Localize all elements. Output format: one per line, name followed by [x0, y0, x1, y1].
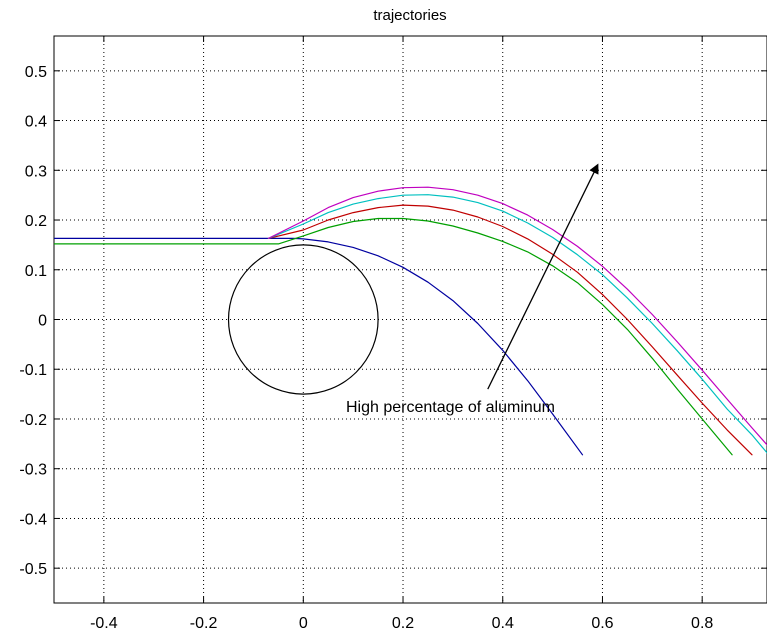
trajectory-line-3 [267, 204, 753, 456]
annotation-arrow [487, 163, 599, 390]
y-tick-label: -0.4 [19, 511, 47, 528]
trajectory-line-1 [54, 237, 584, 456]
y-tick-label: 0.4 [25, 114, 47, 131]
x-tick-labels: -0.4 -0.2 0 0.2 0.4 0.6 0.8 [90, 615, 713, 632]
y-tick-label: -0.2 [19, 412, 47, 429]
y-tick-label: 0.3 [25, 163, 47, 180]
annotation: High percentage of aluminum [346, 163, 599, 416]
y-tick-label: 0.5 [25, 64, 47, 81]
plot-content [54, 186, 767, 456]
y-tick-label: -0.1 [19, 362, 47, 379]
trajectory-line-2 [54, 217, 733, 456]
x-tick-label: 0 [299, 615, 308, 632]
y-tick-label: -0.5 [19, 561, 47, 578]
annotation-label: High percentage of aluminum [346, 399, 555, 416]
x-tick-label: 0.6 [591, 615, 613, 632]
trajectory-line-4 [267, 194, 767, 454]
x-tick-label: -0.4 [90, 615, 118, 632]
y-tick-label: 0 [38, 313, 47, 330]
y-tick-label: -0.3 [19, 462, 47, 479]
x-tick-label: 0.4 [492, 615, 514, 632]
grid [54, 36, 767, 603]
y-tick-label: 0.2 [25, 213, 47, 230]
x-tick-label: 0.8 [691, 615, 713, 632]
x-tick-label: 0.2 [392, 615, 414, 632]
y-tick-labels: 0.5 0.4 0.3 0.2 0.1 0 -0.1 -0.2 -0.3 -0.4 -0.5 [19, 64, 47, 578]
x-tick-label: -0.2 [190, 615, 218, 632]
chart-title: trajectories [373, 7, 446, 24]
axis-ticks [54, 36, 767, 603]
obstacle-circle [227, 244, 379, 395]
y-tick-label: 0.1 [25, 263, 47, 280]
trajectory-line-5 [267, 186, 767, 446]
